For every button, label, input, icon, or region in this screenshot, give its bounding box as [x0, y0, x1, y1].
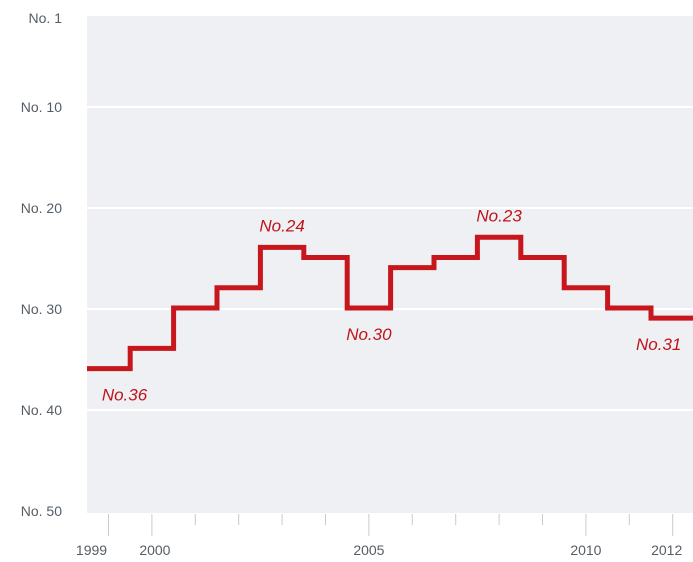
y-tick-label: No. 40 [21, 402, 62, 418]
x-tick-label: 2010 [570, 542, 601, 558]
point-annotation: No.24 [259, 216, 304, 235]
y-axis-tick-labels: No. 1 No. 10 No. 20 No. 30 No. 40 No. 50 [21, 10, 62, 519]
x-tick-label: 2005 [353, 542, 384, 558]
x-tick-label: 2012 [651, 542, 682, 558]
ranking-step-line [87, 234, 693, 372]
point-annotation: No.31 [636, 335, 681, 354]
x-tick-label: 2000 [139, 542, 170, 558]
x-axis-ticks: 1999 2000 2005 2010 2012 [76, 514, 682, 558]
series-layer [87, 234, 693, 372]
point-annotation: No.30 [346, 325, 392, 344]
point-annotation: No.36 [102, 386, 148, 405]
point-annotations: No.36 No.24 No.30 No.23 No.31 [102, 206, 682, 404]
point-annotation: No.23 [476, 206, 522, 225]
y-tick-label: No. 10 [21, 99, 62, 115]
y-tick-label: No. 1 [29, 10, 63, 26]
y-tick-label: No. 20 [21, 200, 62, 216]
y-tick-label: No. 50 [21, 503, 62, 519]
x-tick-label: 1999 [76, 542, 107, 558]
plot-background [87, 16, 693, 513]
y-tick-label: No. 30 [21, 301, 62, 317]
